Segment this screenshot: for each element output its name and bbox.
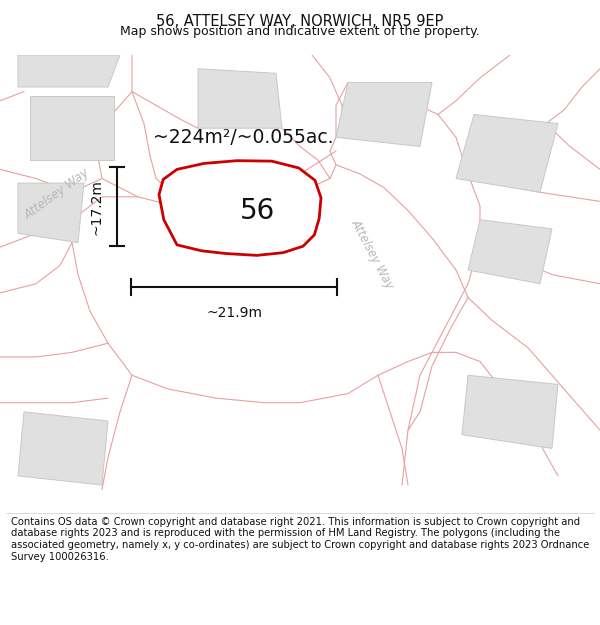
Text: Attelsey Way: Attelsey Way xyxy=(22,167,92,222)
Polygon shape xyxy=(30,96,114,160)
Text: Map shows position and indicative extent of the property.: Map shows position and indicative extent… xyxy=(120,25,480,38)
Polygon shape xyxy=(18,183,84,243)
Text: ~21.9m: ~21.9m xyxy=(206,306,262,320)
Text: 56, ATTELSEY WAY, NORWICH, NR5 9EP: 56, ATTELSEY WAY, NORWICH, NR5 9EP xyxy=(157,14,443,29)
Polygon shape xyxy=(198,69,282,128)
Polygon shape xyxy=(159,161,321,256)
Polygon shape xyxy=(456,114,558,192)
Polygon shape xyxy=(336,82,432,146)
Text: Attelsey Way: Attelsey Way xyxy=(348,217,396,291)
Polygon shape xyxy=(18,55,120,87)
Text: Contains OS data © Crown copyright and database right 2021. This information is : Contains OS data © Crown copyright and d… xyxy=(11,517,589,562)
Polygon shape xyxy=(462,375,558,449)
Text: ~17.2m: ~17.2m xyxy=(90,179,104,234)
Polygon shape xyxy=(468,220,552,284)
Text: ~224m²/~0.055ac.: ~224m²/~0.055ac. xyxy=(153,128,334,147)
Polygon shape xyxy=(18,412,108,485)
Text: 56: 56 xyxy=(241,198,275,226)
